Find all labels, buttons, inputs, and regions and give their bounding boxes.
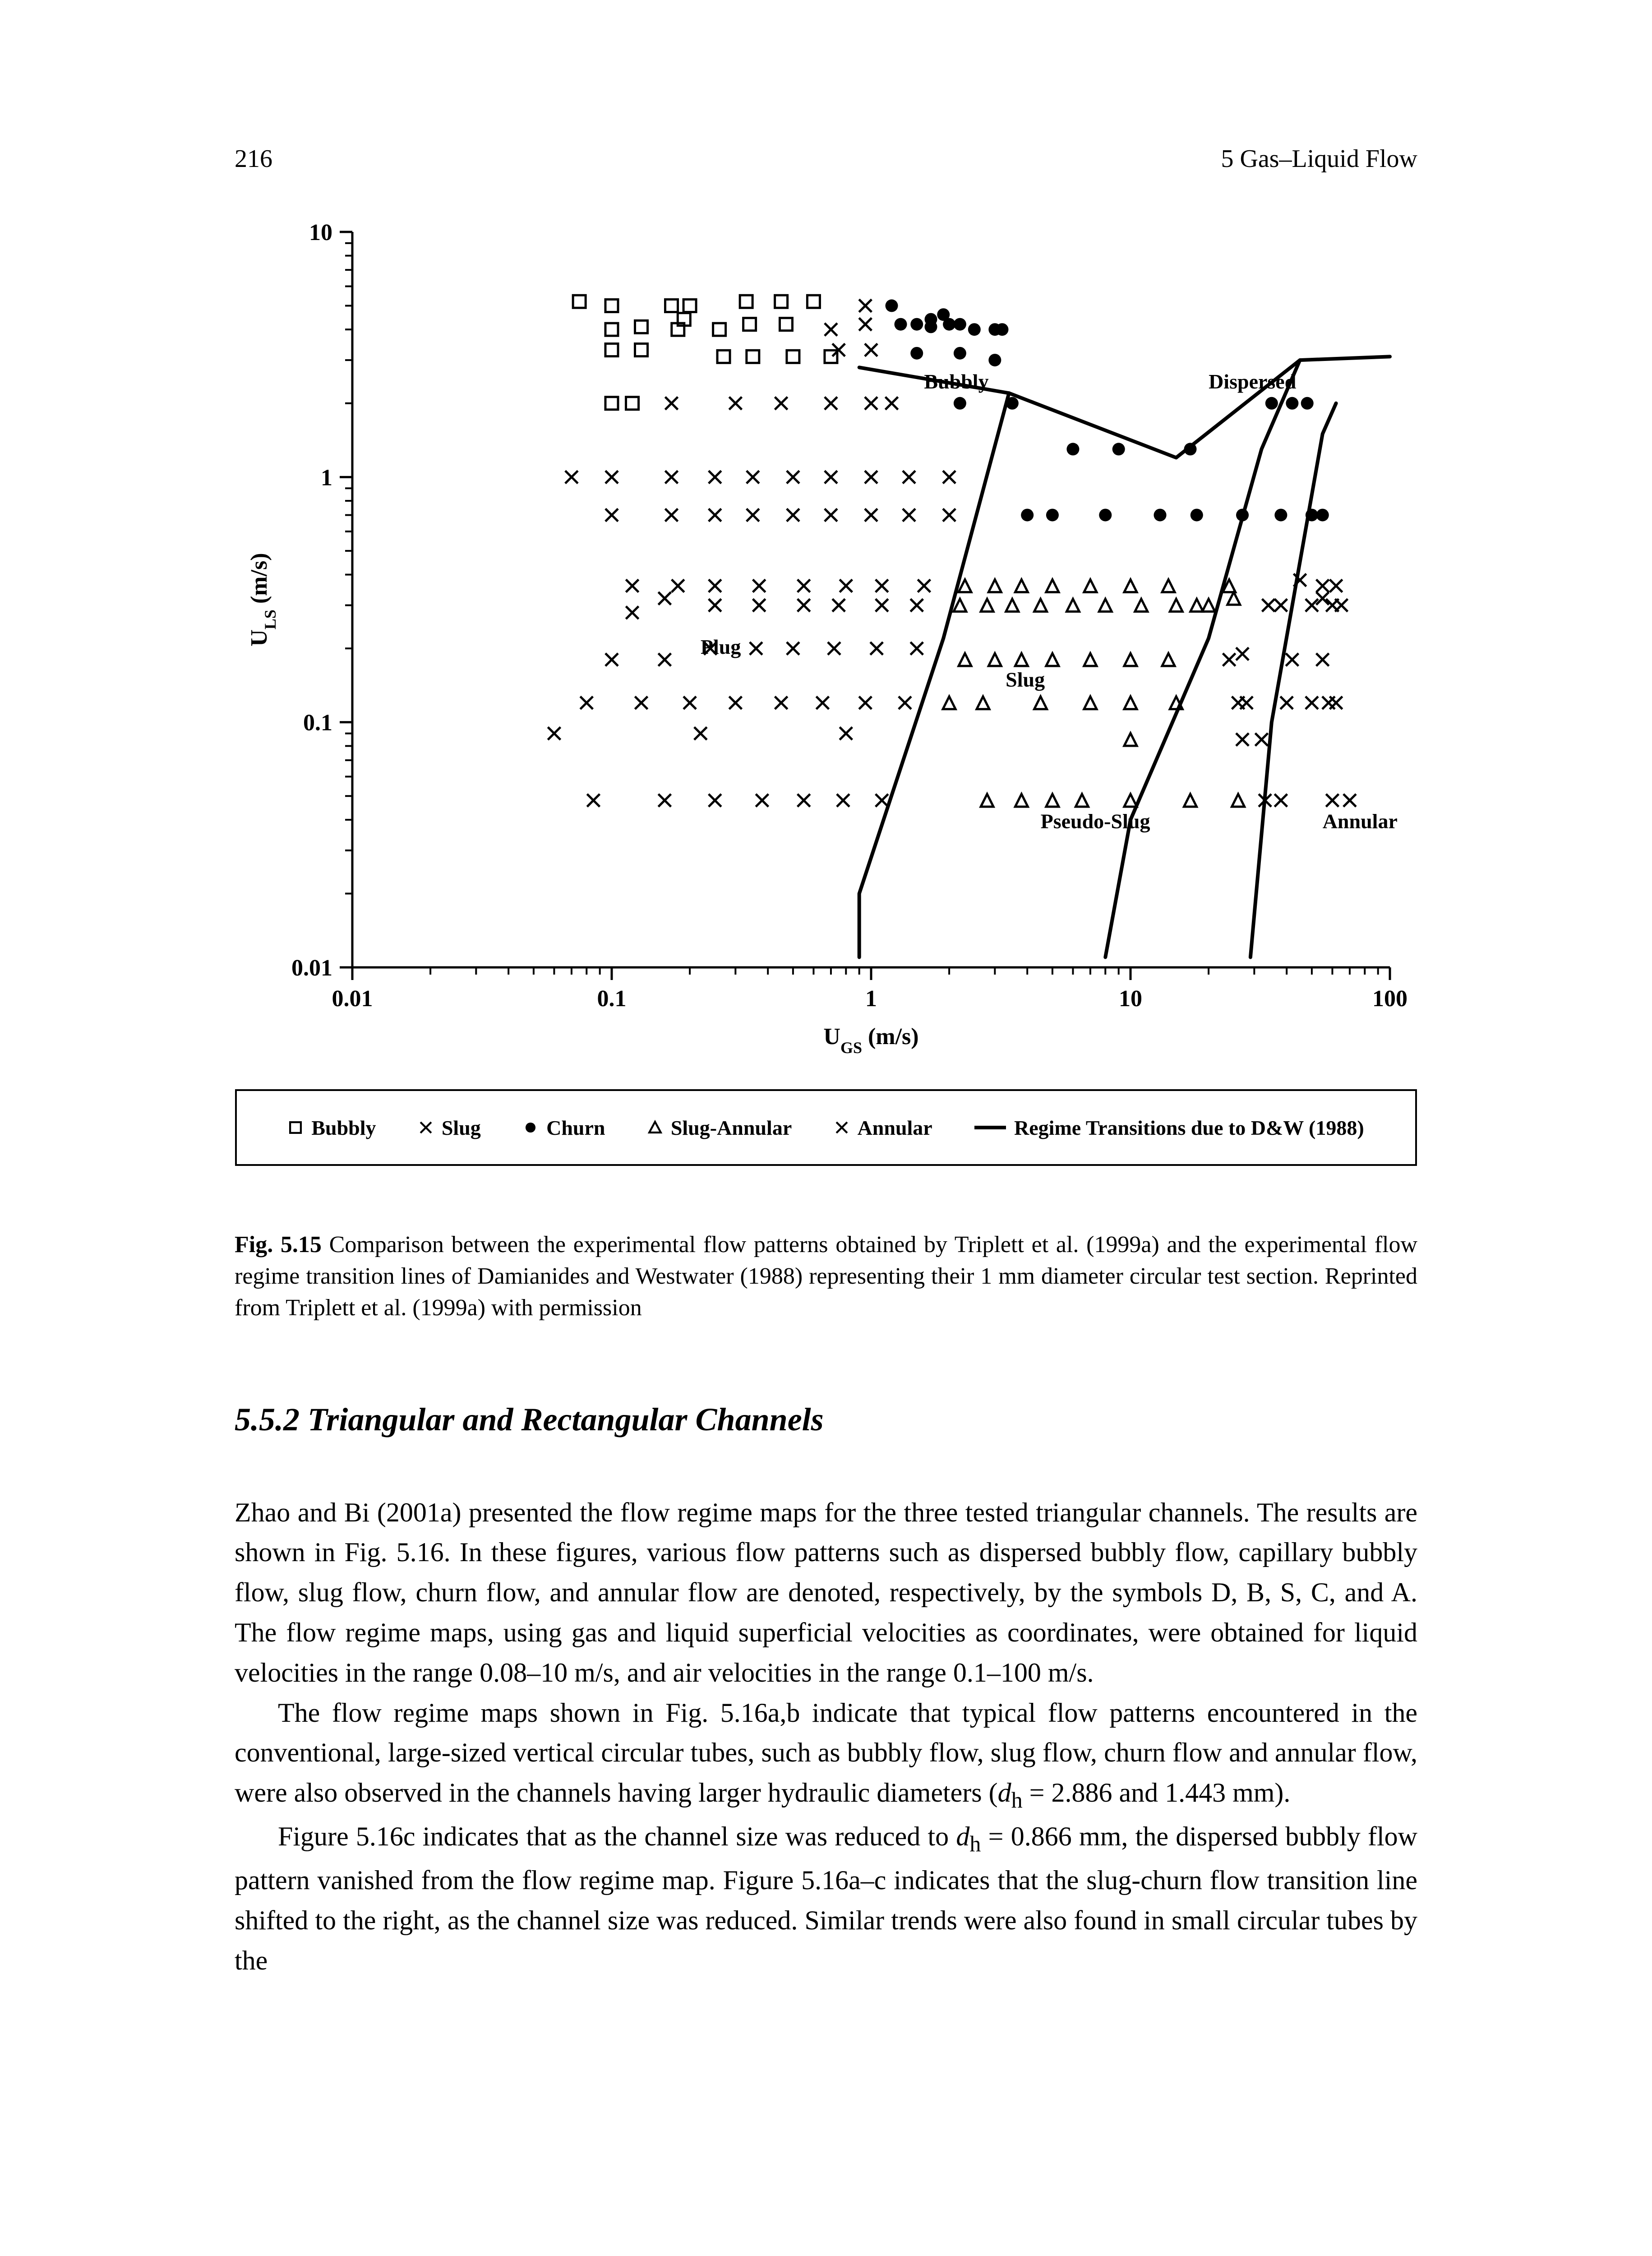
- legend-label: Slug-Annular: [671, 1116, 792, 1140]
- section-heading: 5.5.2 Triangular and Rectangular Channel…: [235, 1401, 1417, 1438]
- legend-marker-icon: [834, 1120, 849, 1135]
- legend-label: Churn: [546, 1116, 605, 1140]
- legend-item: Churn: [523, 1116, 605, 1140]
- body-text: Zhao and Bi (2001a) presented the flow r…: [235, 1493, 1417, 1981]
- legend-label: Annular: [858, 1116, 932, 1140]
- legend-marker-icon: [647, 1120, 663, 1135]
- svg-text:ULS (m/s): ULS (m/s): [246, 553, 279, 646]
- legend-marker-icon: [523, 1120, 538, 1135]
- svg-text:0.1: 0.1: [303, 710, 332, 736]
- svg-text:0.01: 0.01: [291, 955, 332, 981]
- legend-item: Regime Transitions due to D&W (1988): [974, 1116, 1364, 1140]
- legend-label: Regime Transitions due to D&W (1988): [1014, 1116, 1364, 1140]
- figure-legend: Bubbly Slug Churn Slug-Annular Annular Regime…: [235, 1089, 1417, 1166]
- figure-5-15: 0.01 0.1 1 10 100 0.01 0.1 1 10 UGS (m/s) ULS (m/s…: [235, 214, 1417, 1062]
- legend-marker-icon: [418, 1120, 434, 1135]
- legend-item: Annular: [834, 1116, 932, 1140]
- svg-text:10: 10: [309, 220, 332, 245]
- page-header: 216 5 Gas–Liquid Flow: [235, 144, 1417, 173]
- svg-text:Pseudo-Slug: Pseudo-Slug: [1041, 809, 1150, 832]
- svg-text:0.1: 0.1: [597, 986, 627, 1012]
- svg-text:Slug: Slug: [1006, 668, 1045, 691]
- svg-text:100: 100: [1372, 986, 1407, 1012]
- svg-text:Annular: Annular: [1323, 809, 1398, 832]
- svg-text:Plug: Plug: [701, 635, 741, 658]
- section-number: 5.5.2: [235, 1401, 300, 1438]
- svg-text:Dispersed: Dispersed: [1209, 370, 1297, 393]
- svg-text:10: 10: [1119, 986, 1142, 1012]
- svg-text:Bubbly: Bubbly: [924, 370, 988, 393]
- legend-line-icon: [974, 1126, 1006, 1129]
- paragraph: Figure 5.16c indicates that as the chann…: [235, 1817, 1417, 1980]
- page-number: 216: [235, 144, 272, 173]
- section-title: Triangular and Rectangular Channels: [308, 1401, 824, 1438]
- legend-label: Slug: [442, 1116, 481, 1140]
- svg-text:UGS (m/s): UGS (m/s): [823, 1024, 918, 1057]
- figure-caption: Fig. 5.15 Comparison between the experim…: [235, 1229, 1417, 1324]
- paragraph: Zhao and Bi (2001a) presented the flow r…: [235, 1493, 1417, 1693]
- caption-label: Fig. 5.15: [235, 1232, 322, 1257]
- legend-marker-icon: [288, 1120, 303, 1135]
- legend-label: Bubbly: [311, 1116, 376, 1140]
- paragraph: The flow regime maps shown in Fig. 5.16a…: [235, 1693, 1417, 1817]
- legend-item: Bubbly: [288, 1116, 376, 1140]
- legend-item: Slug-Annular: [647, 1116, 792, 1140]
- svg-text:1: 1: [321, 465, 332, 490]
- running-head: 5 Gas–Liquid Flow: [1221, 144, 1417, 173]
- svg-text:0.01: 0.01: [332, 986, 373, 1012]
- legend-item: Slug: [418, 1116, 481, 1140]
- svg-text:1: 1: [865, 986, 877, 1012]
- caption-text: Comparison between the experimental flow…: [235, 1232, 1417, 1321]
